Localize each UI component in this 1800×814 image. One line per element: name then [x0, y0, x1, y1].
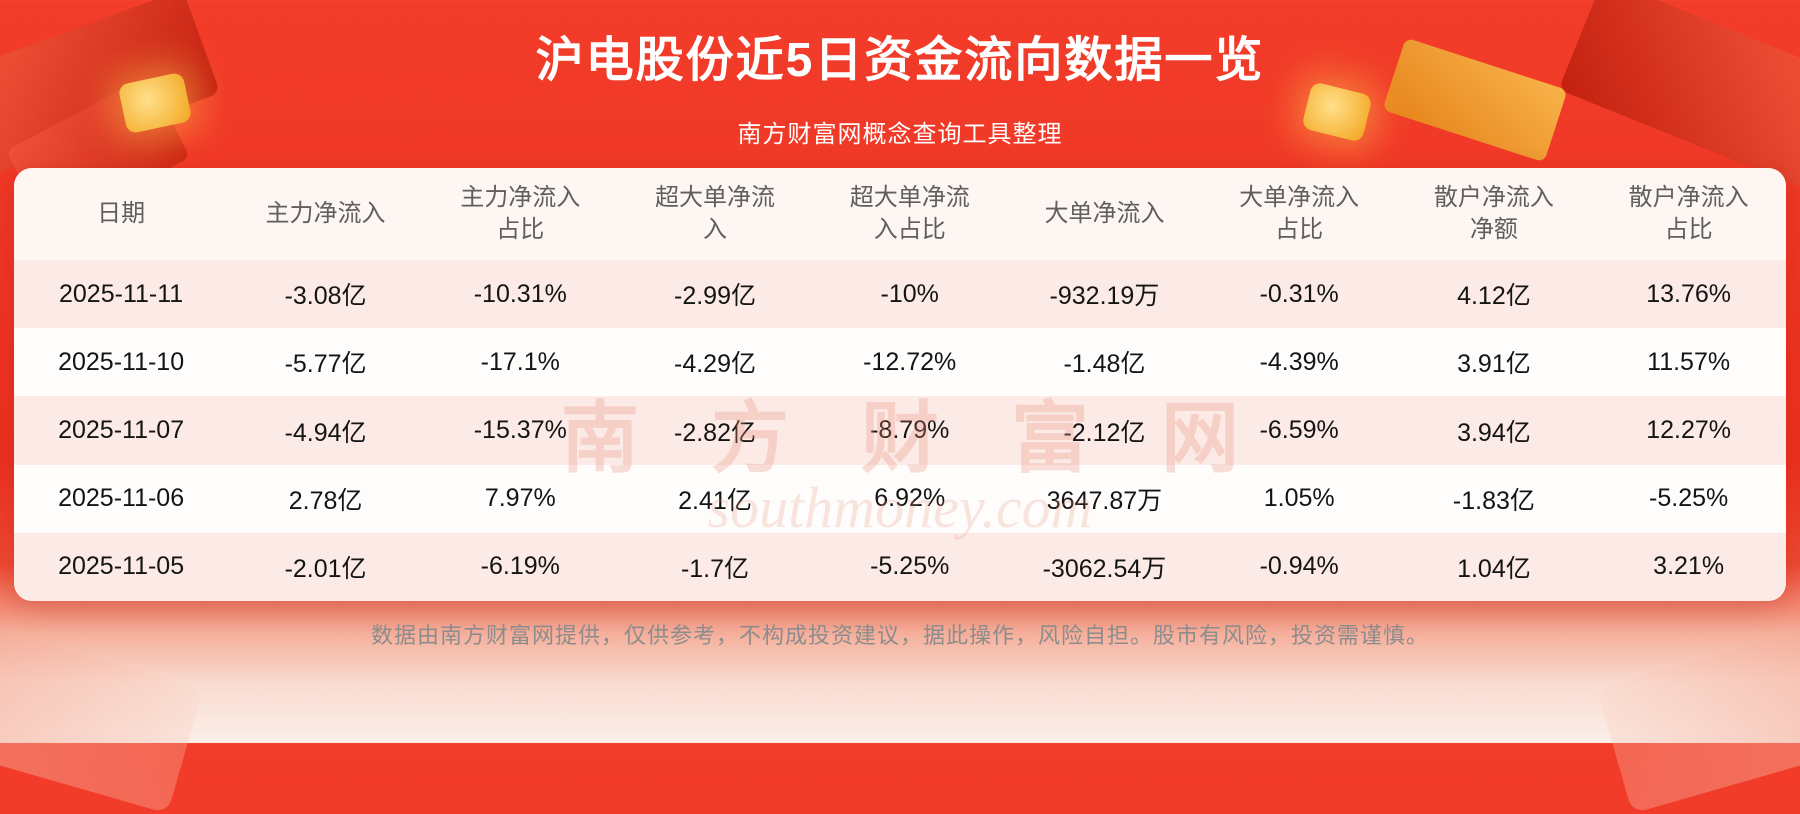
- table-cell: 12.27%: [1646, 416, 1732, 444]
- table-cell: 4.12亿: [1457, 282, 1531, 311]
- table-cell: -0.94%: [1259, 552, 1339, 581]
- table-cell: 1.04亿: [1457, 554, 1531, 583]
- table-cell: -17.1%: [480, 347, 560, 376]
- column-header-label: 超大单净流入: [655, 183, 775, 243]
- table-cell: -5.77亿: [284, 350, 367, 379]
- table-cell-date: 2025-11-07: [58, 416, 185, 444]
- column-header-label: 大单净流入: [1044, 199, 1165, 227]
- table-cell: 2.78亿: [288, 486, 363, 515]
- table-cell: -8.79%: [870, 416, 950, 444]
- table-cell: -10%: [880, 279, 939, 308]
- table-cell: -0.31%: [1259, 279, 1339, 308]
- header: 沪电股份近5日资金流向数据一览 南方财富网概念查询工具整理: [0, 0, 1800, 149]
- table-row: 2025-11-10 -5.77亿 -17.1% -4.29亿 -12.72% …: [14, 328, 1786, 396]
- table-cell-date: 2025-11-06: [58, 484, 185, 513]
- table-cell: -1.83亿: [1452, 486, 1535, 515]
- table-cell: 1.05%: [1263, 484, 1335, 513]
- table-cell: -15.37%: [473, 416, 567, 444]
- table-cell: 13.76%: [1646, 279, 1732, 308]
- table-cell: -4.94亿: [284, 418, 367, 447]
- column-header-date: 日期: [14, 198, 228, 230]
- table-cell: 3647.87万: [1046, 486, 1163, 515]
- column-header-label: 散户净流入占比: [1628, 183, 1749, 243]
- table-cell: -6.59%: [1259, 416, 1339, 444]
- page-subtitle: 南方财富网概念查询工具整理: [737, 121, 1063, 148]
- footer-disclaimer: 数据由南方财富网提供，仅供参考，不构成投资建议，据此操作，风险自担。股市有风险，…: [370, 623, 1429, 648]
- table-cell: -4.39%: [1259, 347, 1339, 376]
- column-header-main-net-inflow: 主力净流入: [228, 198, 423, 230]
- table-cell: -4.29亿: [674, 350, 756, 379]
- table-cell: -2.12亿: [1063, 418, 1146, 447]
- table-cell: -932.19万: [1049, 282, 1160, 311]
- table-row: 2025-11-07 -4.94亿 -15.37% -2.82亿 -8.79% …: [14, 396, 1786, 465]
- column-header-main-net-inflow-pct: 主力净流入占比: [423, 182, 618, 247]
- table-row: 2025-11-11 -3.08亿 -10.31% -2.99亿 -10% -9…: [14, 260, 1786, 329]
- table-cell: -6.19%: [480, 552, 560, 581]
- table-row: 2025-11-06 2.78亿 7.97% 2.41亿 6.92% 3647.…: [14, 465, 1786, 533]
- table-cell: -2.99亿: [674, 282, 756, 311]
- table-cell: -1.48亿: [1063, 350, 1146, 379]
- table-cell: -3.08亿: [284, 282, 367, 311]
- column-header-label: 主力净流入: [265, 199, 386, 227]
- page-title: 沪电股份近5日资金流向数据一览: [535, 34, 1265, 87]
- column-header-label: 散户净流入净额: [1433, 183, 1554, 243]
- table-cell: -12.72%: [863, 347, 957, 376]
- column-header-xl-order-net-inflow: 超大单净流入: [618, 182, 813, 247]
- table-cell-date: 2025-11-10: [58, 347, 185, 376]
- table-cell: 2.41亿: [678, 486, 752, 515]
- table-cell: 3.91亿: [1457, 350, 1531, 379]
- table-cell: -2.01亿: [284, 554, 367, 583]
- table-header-row: 日期 主力净流入 主力净流入占比 超大单净流入 超大单净流入占比 大单净流入 大…: [14, 168, 1786, 260]
- column-header-label: 大单净流入占比: [1239, 183, 1360, 243]
- table-cell: 6.92%: [874, 484, 946, 513]
- column-header-label: 主力净流入占比: [460, 183, 581, 243]
- table-cell: -5.25%: [1649, 484, 1729, 513]
- column-header-large-order-net-inflow-pct: 大单净流入占比: [1202, 182, 1397, 247]
- table-cell: 7.97%: [484, 484, 556, 513]
- table-cell: 11.57%: [1647, 347, 1731, 376]
- column-header-retail-net-inflow-pct: 散户净流入占比: [1591, 182, 1786, 247]
- table-cell: 3.21%: [1653, 552, 1725, 581]
- table-cell: -10.31%: [473, 279, 567, 308]
- decoration-bottom-right: [1596, 622, 1800, 814]
- column-header-label: 日期: [97, 199, 146, 227]
- column-header-xl-order-net-inflow-pct: 超大单净流入占比: [812, 182, 1007, 247]
- table-cell-date: 2025-11-05: [58, 552, 185, 581]
- table-cell-date: 2025-11-11: [59, 279, 184, 308]
- column-header-retail-net-inflow: 散户净流入净额: [1397, 182, 1592, 247]
- column-header-large-order-net-inflow: 大单净流入: [1007, 198, 1202, 230]
- fund-flow-table-card: 日期 主力净流入 主力净流入占比 超大单净流入 超大单净流入占比 大单净流入 大…: [14, 168, 1786, 601]
- table-cell: -1.7亿: [680, 554, 750, 583]
- column-header-label: 超大单净流入占比: [849, 183, 970, 243]
- table-cell: -3062.54万: [1042, 554, 1167, 583]
- table-cell: -2.82亿: [674, 418, 756, 447]
- table-cell: 3.94亿: [1457, 418, 1531, 447]
- table-row: 2025-11-05 -2.01亿 -6.19% -1.7亿 -5.25% -3…: [14, 532, 1786, 601]
- decoration-bottom-left: [0, 622, 204, 814]
- table-cell: -5.25%: [870, 552, 950, 581]
